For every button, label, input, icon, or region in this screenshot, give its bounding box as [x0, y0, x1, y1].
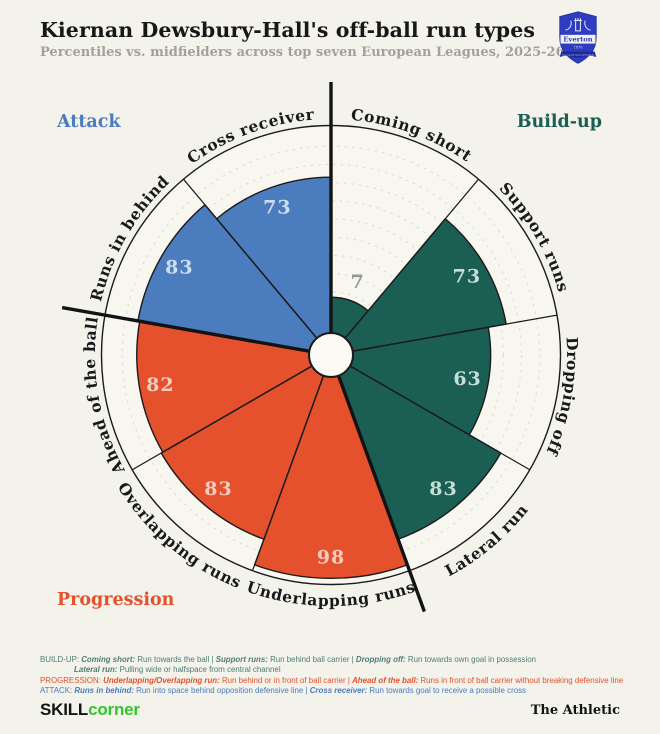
- segment-divider: [352, 314, 558, 352]
- legend-line: PROGRESSION: Underlapping/Overlapping ru…: [40, 676, 640, 686]
- segment-divider: [183, 178, 318, 339]
- value-lateral-run: 83: [429, 478, 457, 500]
- legend-text: Run behind ball carrier |: [267, 655, 356, 664]
- badge-motto: NIL SATIS NISI OPTIMUM: [562, 54, 595, 57]
- value-runs-in-behind: 83: [165, 256, 193, 278]
- legend-term: Support runs:: [215, 655, 268, 664]
- grid-ring-80: [139, 163, 523, 547]
- value-coming-short: 7: [350, 271, 364, 293]
- value-underlapping-runs: 98: [317, 546, 345, 568]
- legend-text: BUILD-UP:: [40, 655, 82, 664]
- value-overlapping-runs: 83: [204, 478, 232, 500]
- group-divider: [61, 305, 310, 353]
- group-divider: [336, 375, 426, 613]
- legend-text: Run towards own goal in possession: [405, 655, 536, 664]
- skillcorner-logo: SKILLcorner: [40, 700, 140, 720]
- legend-term: Dropping off:: [355, 655, 406, 664]
- legend-line: BUILD-UP: Coming short: Run towards the …: [40, 655, 640, 665]
- legend-text: PROGRESSION:: [40, 675, 104, 685]
- definitions-legend: BUILD-UP: Coming short: Run towards the …: [40, 655, 640, 696]
- segment-divider: [131, 365, 313, 471]
- legend-text: Run towards goal to receive a possible c…: [367, 685, 526, 695]
- legend-text: Run into space behind opposition defensi…: [133, 685, 310, 695]
- legend-text: ATTACK:: [40, 685, 75, 695]
- value-cross-receiver: 73: [263, 197, 291, 219]
- the-athletic-logo: The Athletic: [530, 703, 620, 718]
- legend-text: Pulling wide or halfspace from central c…: [117, 665, 281, 675]
- value-dropping-off: 63: [453, 368, 481, 390]
- region-label-progression: Progression: [57, 590, 175, 610]
- skillcorner-logo-skill: SKILL: [40, 700, 89, 719]
- page-title: Kiernan Dewsbury-Hall's off-ball run typ…: [40, 18, 535, 42]
- badge-tower-icon: [574, 18, 582, 32]
- segment-divider: [251, 375, 325, 571]
- legend-term: Runs in behind:: [74, 685, 134, 695]
- legend-term: Cross receiver:: [309, 685, 368, 695]
- page-subtitle: Percentiles vs. midfielders across top s…: [40, 45, 565, 60]
- skillcorner-logo-corner: corner: [88, 700, 140, 719]
- segment-divider: [349, 365, 531, 471]
- badge-laurel-right-icon: [584, 20, 591, 31]
- region-label-buildup: Build-up: [516, 112, 602, 132]
- legend-text: Run behind or in front of ball carrier |: [219, 675, 353, 685]
- segment-divider: [344, 178, 479, 339]
- legend-text: Run towards the ball |: [135, 655, 216, 664]
- badge-club-name: Everton: [563, 36, 593, 44]
- value-ahead-of-the-ball: 82: [146, 374, 174, 396]
- badge-founded-year: 1878: [573, 45, 583, 49]
- center-hole: [308, 332, 354, 378]
- badge-band: [560, 34, 596, 44]
- legend-term: Lateral run:: [74, 665, 118, 675]
- legend-line: Lateral run: Pulling wide or halfspace f…: [74, 665, 640, 675]
- legend-term: Coming short:: [81, 655, 136, 664]
- legend-term: Underlapping/Overlapping run:: [103, 675, 220, 685]
- legend-line: ATTACK: Runs in behind: Run into space b…: [40, 686, 640, 696]
- value-support-runs: 73: [453, 266, 481, 288]
- badge-ribbon: [559, 51, 597, 58]
- region-label-attack: Attack: [57, 112, 121, 132]
- legend-term: Ahead of the ball:: [352, 675, 419, 685]
- everton-badge: Everton 1878 NIL SATIS NISI OPTIMUM: [559, 11, 597, 64]
- legend-text: Runs in front of ball carrier without br…: [418, 675, 624, 685]
- badge-laurel-left-icon: [565, 20, 572, 31]
